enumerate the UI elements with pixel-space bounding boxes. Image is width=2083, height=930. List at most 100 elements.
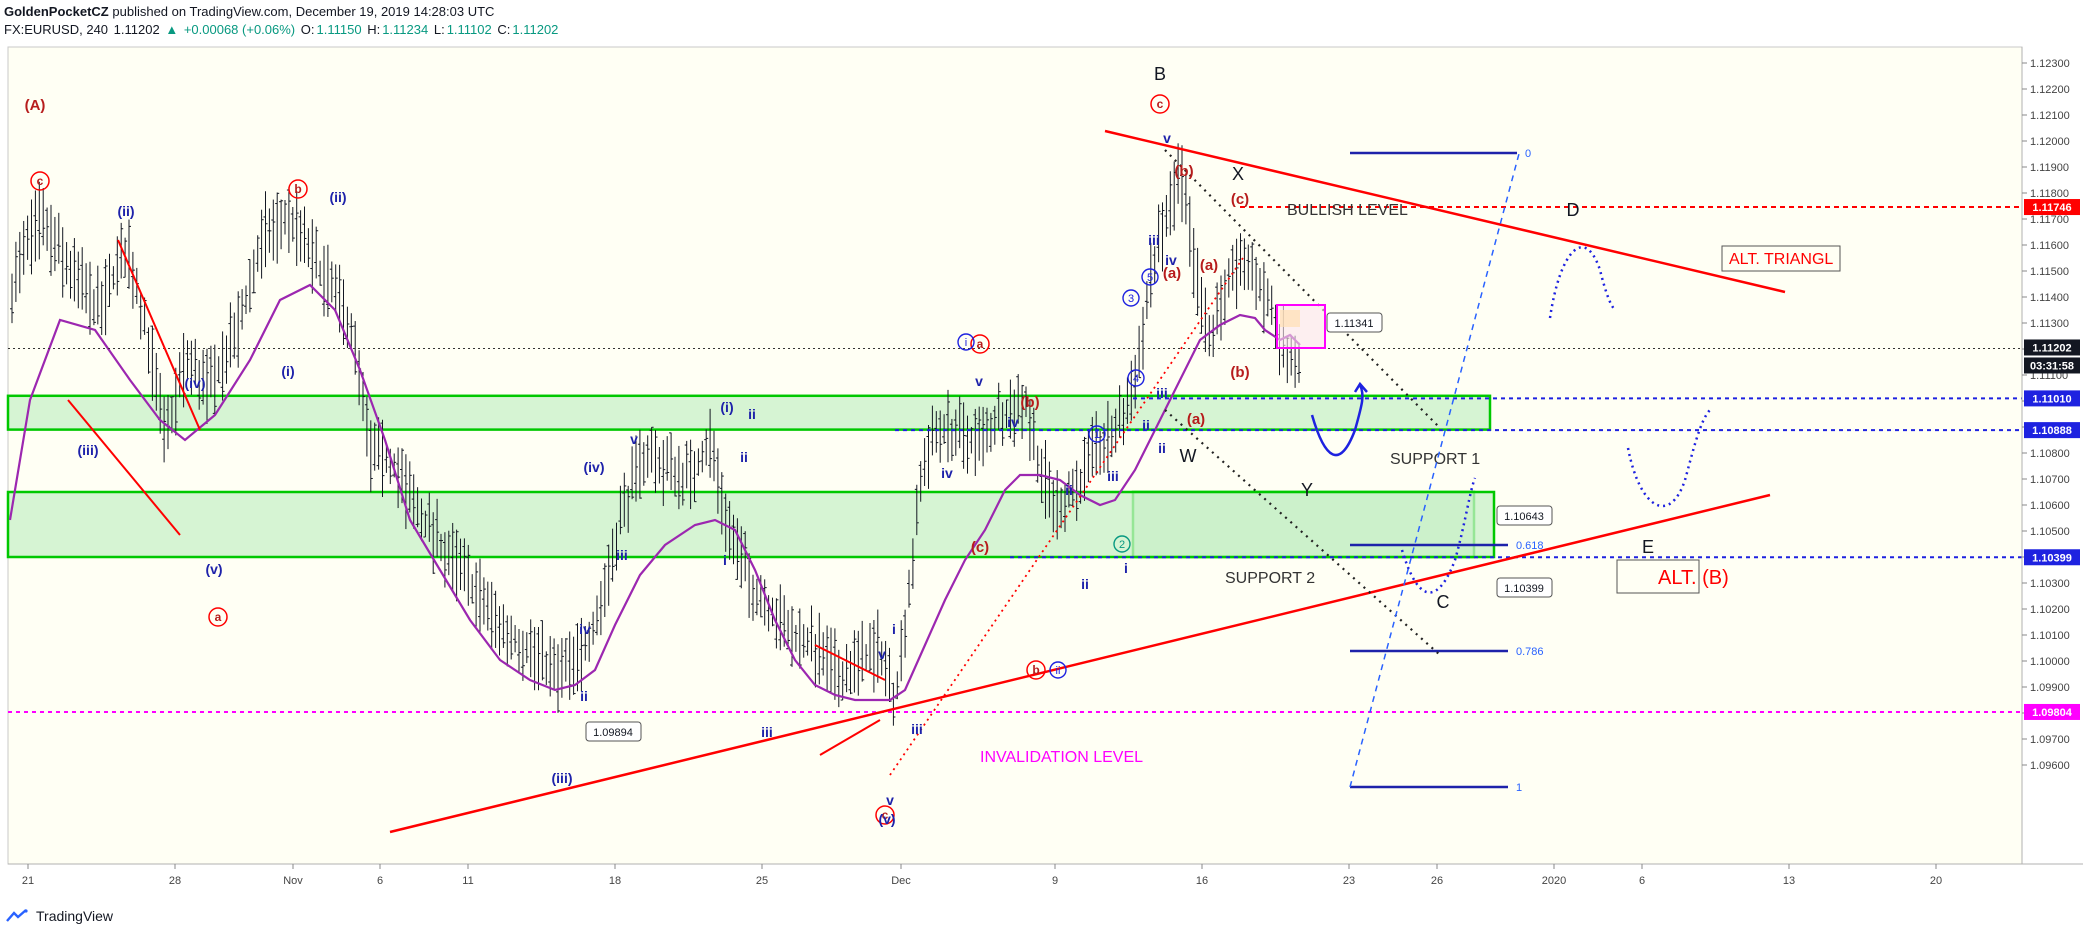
price-callout-box[interactable] — [1326, 312, 1383, 333]
wave-label-blue: ii — [740, 449, 748, 465]
high-value: 1.11234 — [382, 22, 429, 37]
wave-label-black: D — [1567, 200, 1580, 220]
wave-circle-red — [288, 179, 308, 199]
tradingview-logo-icon — [6, 909, 28, 922]
fib-level-label: 0.618 — [1516, 540, 1544, 552]
wave-label-blue: v — [975, 373, 983, 389]
price-callout-label: 1.11341 — [1335, 318, 1374, 330]
price-tick-label: 1.10100 — [2030, 630, 2070, 642]
wave-label-red: (b) — [1230, 364, 1249, 381]
wave-label-red: (a) — [1163, 265, 1181, 282]
alt-b-label: ALT. (B) — [1658, 567, 1729, 589]
wave-label-blue-circled: 1 — [1094, 429, 1100, 441]
open-label: O: — [300, 22, 315, 37]
wave-label-blue: ii — [1158, 440, 1166, 456]
price-callout-box[interactable] — [1496, 577, 1553, 598]
time-axis[interactable]: 21 28 Nov 6 11 18 25 Dec 9 16 23 26 2020 6 13 20 — [8, 863, 2083, 887]
wave-label-blue-circled: i — [965, 337, 967, 349]
time-tick-label: 25 — [756, 875, 768, 887]
price-tag-label: 1.11202 — [2032, 342, 2071, 354]
price-tick-label: 1.11700 — [2030, 214, 2069, 226]
wave-label-blue: v — [630, 431, 638, 447]
wave-circle-blue — [1088, 425, 1106, 443]
wave-label-blue: (i) — [720, 399, 733, 415]
time-tick-label: 23 — [1343, 875, 1355, 887]
wave-label-red: (b) — [1174, 163, 1193, 180]
price-tick-label: 1.10000 — [2030, 656, 2070, 668]
price-tag[interactable] — [2024, 199, 2080, 216]
wave-label-blue: (ii) — [329, 189, 346, 205]
wave-label-blue: ii — [580, 688, 588, 704]
wave-label-red-circled: b — [294, 182, 301, 196]
price-tick-label: 1.10600 — [2030, 500, 2070, 512]
support-1-label: SUPPORT 1 — [1390, 451, 1480, 468]
publish-info: published on TradingView.com, December 1… — [112, 4, 495, 19]
wave-label-red: (b) — [1020, 394, 1039, 411]
price-tick-label: 1.12000 — [2030, 136, 2070, 148]
price-tick-label: 1.11600 — [2030, 240, 2069, 252]
time-tick-label: 11 — [462, 875, 473, 887]
wave-label-blue: iv — [579, 621, 591, 637]
price-tick-label: 1.10500 — [2030, 526, 2070, 538]
wave-label-red-circled: c — [37, 174, 44, 188]
wave-label-black: C — [1437, 592, 1450, 612]
wave-circle-blue — [1141, 268, 1159, 286]
wave-label-blue: iii — [761, 724, 773, 740]
price-tag[interactable] — [2024, 703, 2080, 720]
price-axis[interactable]: 1.12300 1.12200 1.12100 1.12000 1.11900 1.118… — [2021, 47, 2080, 864]
price-tag[interactable] — [2024, 357, 2080, 374]
footer-brand-label: TradingView — [36, 908, 114, 924]
price-tick-label: 1.11400 — [2030, 292, 2069, 304]
time-tick-label: Nov — [283, 875, 303, 887]
wave-circle-blue — [957, 333, 975, 351]
channel-line-a — [814, 644, 886, 681]
price-tag[interactable] — [2024, 390, 2080, 407]
symbol-label[interactable]: FX:EURUSD, 240 — [4, 22, 109, 37]
footer-brand[interactable]: TradingView — [6, 908, 113, 924]
wave-label-red: (a) — [1200, 257, 1218, 274]
wave-label-blue: iii — [1148, 232, 1160, 248]
alt-triangle-label: ALT. TRIANGL — [1729, 251, 1833, 268]
wave-label-black: Y — [1301, 480, 1313, 500]
time-tick-label: Dec — [891, 875, 911, 887]
wave-circle-red — [970, 334, 990, 354]
price-callout-box[interactable] — [585, 721, 642, 742]
price-callout-label: 1.10643 — [1504, 511, 1544, 523]
price-tag-label: 1.10399 — [2032, 552, 2072, 564]
wave-label-red-circled: c — [1157, 97, 1164, 111]
price-tag-label: 1.10888 — [2032, 425, 2072, 437]
wave-label-blue: i — [892, 621, 896, 637]
wave-label-black: X — [1232, 164, 1244, 184]
price-tick-label: 1.10700 — [2030, 474, 2070, 486]
time-tick-label: 13 — [1783, 875, 1795, 887]
wave-label-black: E — [1642, 537, 1654, 557]
price-tag[interactable] — [2024, 549, 2080, 566]
wave-label-red: (c) — [971, 539, 989, 556]
wave-label-blue: iii — [1107, 468, 1119, 484]
price-callout-box[interactable] — [1496, 505, 1553, 526]
price-tag[interactable] — [2024, 422, 2080, 439]
time-tick-label: 18 — [609, 875, 621, 887]
wave-label-blue: (i) — [281, 363, 294, 379]
price-tick-label: 1.09600 — [2030, 760, 2070, 772]
price-tick-label: 1.11800 — [2030, 188, 2069, 200]
wave-label-blue-circled: 5 — [1147, 272, 1153, 284]
channel-line-b — [819, 719, 881, 756]
wave-label-blue: ii — [1142, 417, 1150, 433]
close-label: C: — [497, 22, 511, 37]
publisher-name[interactable]: GoldenPocketCZ — [4, 4, 109, 19]
price-tick-label: 1.09900 — [2030, 682, 2070, 694]
wave-label-blue: iii — [911, 721, 923, 737]
time-tick-label: 21 — [22, 875, 34, 887]
support-1-zone — [6, 394, 1492, 431]
invalidation-level-label: INVALIDATION LEVEL — [980, 749, 1143, 766]
price-change: +0.00068 (+0.06%) — [183, 22, 296, 37]
price-tag[interactable] — [2024, 339, 2080, 356]
fib-level-label: 1 — [1516, 782, 1522, 794]
wave-circle-red — [1150, 94, 1170, 114]
wave-label-red: (c) — [1231, 191, 1249, 208]
wave-label-red-circled: c — [882, 808, 889, 822]
time-tick-label: 9 — [1052, 875, 1058, 887]
chart-header: GoldenPocketCZ published on TradingView.… — [4, 3, 560, 39]
